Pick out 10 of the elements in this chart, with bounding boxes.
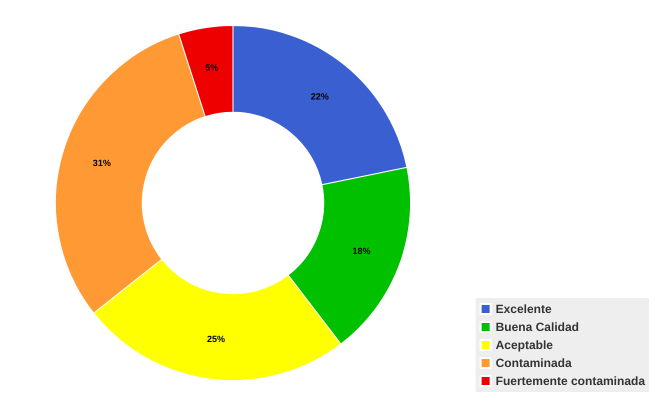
legend-label: Fuertemente contaminada	[496, 374, 646, 388]
data-label: 25%	[206, 334, 225, 344]
data-label: 5%	[205, 62, 218, 73]
data-label: 22%	[310, 92, 329, 102]
legend-label: Aceptable	[496, 338, 554, 352]
legend-label: Buena Calidad	[496, 320, 579, 334]
data-label: 31%	[92, 158, 111, 168]
data-label: 18%	[352, 246, 370, 256]
legend-label: Contaminada	[496, 356, 572, 370]
legend-label: Excelente	[496, 302, 552, 316]
